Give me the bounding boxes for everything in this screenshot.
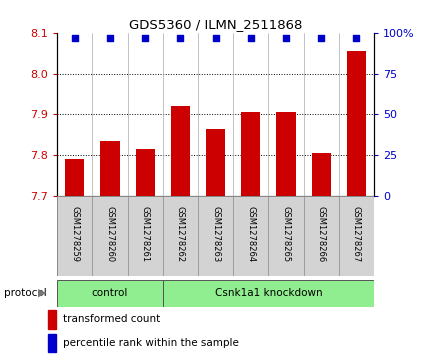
Bar bbox=[65, 159, 84, 196]
Point bbox=[212, 34, 219, 40]
Bar bbox=[163, 280, 374, 307]
Bar bbox=[276, 112, 296, 196]
Point bbox=[318, 34, 325, 40]
Point bbox=[142, 34, 149, 40]
Text: GSM1278265: GSM1278265 bbox=[282, 206, 290, 262]
Text: transformed count: transformed count bbox=[63, 314, 160, 325]
Text: percentile rank within the sample: percentile rank within the sample bbox=[63, 338, 239, 348]
Point bbox=[282, 34, 290, 40]
Bar bbox=[136, 149, 155, 196]
Text: GSM1278260: GSM1278260 bbox=[106, 206, 114, 262]
Point bbox=[106, 34, 114, 40]
Text: GSM1278262: GSM1278262 bbox=[176, 206, 185, 262]
Text: ▶: ▶ bbox=[37, 288, 46, 298]
Text: GSM1278267: GSM1278267 bbox=[352, 206, 361, 262]
Text: GSM1278263: GSM1278263 bbox=[211, 206, 220, 262]
Text: GSM1278261: GSM1278261 bbox=[141, 206, 150, 262]
Point bbox=[177, 34, 184, 40]
Text: control: control bbox=[92, 288, 128, 298]
Text: GSM1278264: GSM1278264 bbox=[246, 206, 255, 262]
Title: GDS5360 / ILMN_2511868: GDS5360 / ILMN_2511868 bbox=[129, 19, 302, 32]
Bar bbox=[206, 129, 225, 196]
Point bbox=[71, 34, 78, 40]
Text: GSM1278266: GSM1278266 bbox=[317, 206, 326, 262]
Bar bbox=[312, 153, 331, 196]
Text: protocol: protocol bbox=[4, 288, 47, 298]
Text: Csnk1a1 knockdown: Csnk1a1 knockdown bbox=[215, 288, 322, 298]
Bar bbox=[171, 106, 190, 196]
Bar bbox=[241, 112, 260, 196]
Point bbox=[353, 34, 360, 40]
Bar bbox=[100, 141, 120, 196]
Bar bbox=[347, 51, 366, 196]
Bar bbox=[57, 280, 163, 307]
Point bbox=[247, 34, 254, 40]
Text: GSM1278259: GSM1278259 bbox=[70, 206, 79, 262]
